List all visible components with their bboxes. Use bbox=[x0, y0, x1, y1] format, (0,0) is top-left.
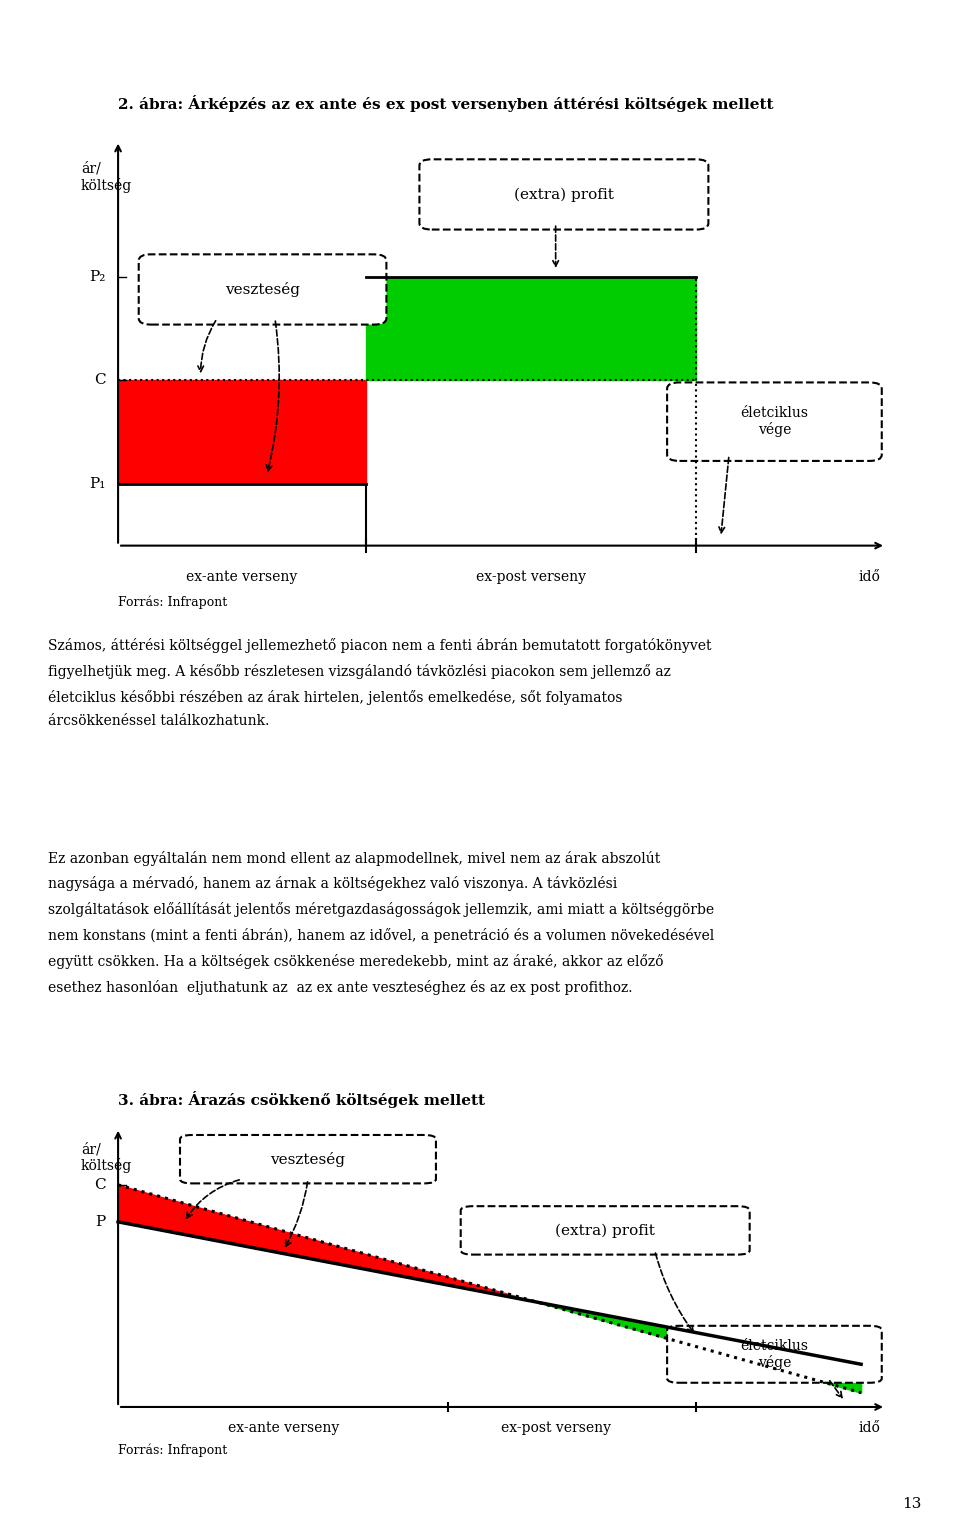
Text: ex-post verseny: ex-post verseny bbox=[501, 1422, 611, 1435]
Text: ár/
költség: ár/ költség bbox=[81, 1142, 132, 1174]
FancyBboxPatch shape bbox=[180, 1135, 436, 1183]
FancyBboxPatch shape bbox=[420, 159, 708, 229]
Text: Számos, áttérési költséggel jellemezhető piacon nem a fenti ábrán bemutatott for: Számos, áttérési költséggel jellemezhető… bbox=[48, 638, 711, 729]
Text: (extra) profit: (extra) profit bbox=[555, 1223, 655, 1238]
Text: veszteség: veszteség bbox=[271, 1151, 346, 1167]
FancyBboxPatch shape bbox=[667, 1326, 881, 1382]
Text: 2. ábra: Árképzés az ex ante és ex post versenyben áttérési költségek mellett: 2. ábra: Árképzés az ex ante és ex post … bbox=[118, 94, 774, 112]
FancyBboxPatch shape bbox=[667, 383, 881, 460]
Text: P₂: P₂ bbox=[89, 270, 106, 284]
Text: 13: 13 bbox=[902, 1498, 922, 1511]
Text: P: P bbox=[95, 1215, 106, 1229]
Text: C: C bbox=[94, 1177, 106, 1192]
Text: ex-ante verseny: ex-ante verseny bbox=[186, 571, 298, 585]
Text: ex-ante verseny: ex-ante verseny bbox=[228, 1422, 339, 1435]
Text: életciklus
vége: életciklus vége bbox=[740, 1338, 808, 1370]
Text: C: C bbox=[94, 374, 106, 387]
Text: P₁: P₁ bbox=[89, 477, 106, 491]
Text: veszteség: veszteség bbox=[225, 283, 300, 296]
Text: Ez azonban egyáltalán nem mond ellent az alapmodellnek, mivel nem az árak abszol: Ez azonban egyáltalán nem mond ellent az… bbox=[48, 851, 714, 995]
FancyBboxPatch shape bbox=[461, 1206, 750, 1255]
Text: ex-post verseny: ex-post verseny bbox=[476, 571, 586, 585]
Text: idő: idő bbox=[858, 1422, 880, 1435]
Text: idő: idő bbox=[858, 571, 880, 585]
FancyBboxPatch shape bbox=[138, 254, 386, 325]
Text: 3. ábra: Árazás csökkenő költségek mellett: 3. ábra: Árazás csökkenő költségek melle… bbox=[118, 1091, 485, 1107]
Text: ár/
költség: ár/ költség bbox=[81, 161, 132, 193]
Text: (extra) profit: (extra) profit bbox=[514, 187, 613, 202]
Text: életciklus
vége: életciklus vége bbox=[740, 406, 808, 437]
Text: Forrás: Infrapont: Forrás: Infrapont bbox=[118, 595, 228, 609]
Text: Forrás: Infrapont: Forrás: Infrapont bbox=[118, 1445, 228, 1458]
